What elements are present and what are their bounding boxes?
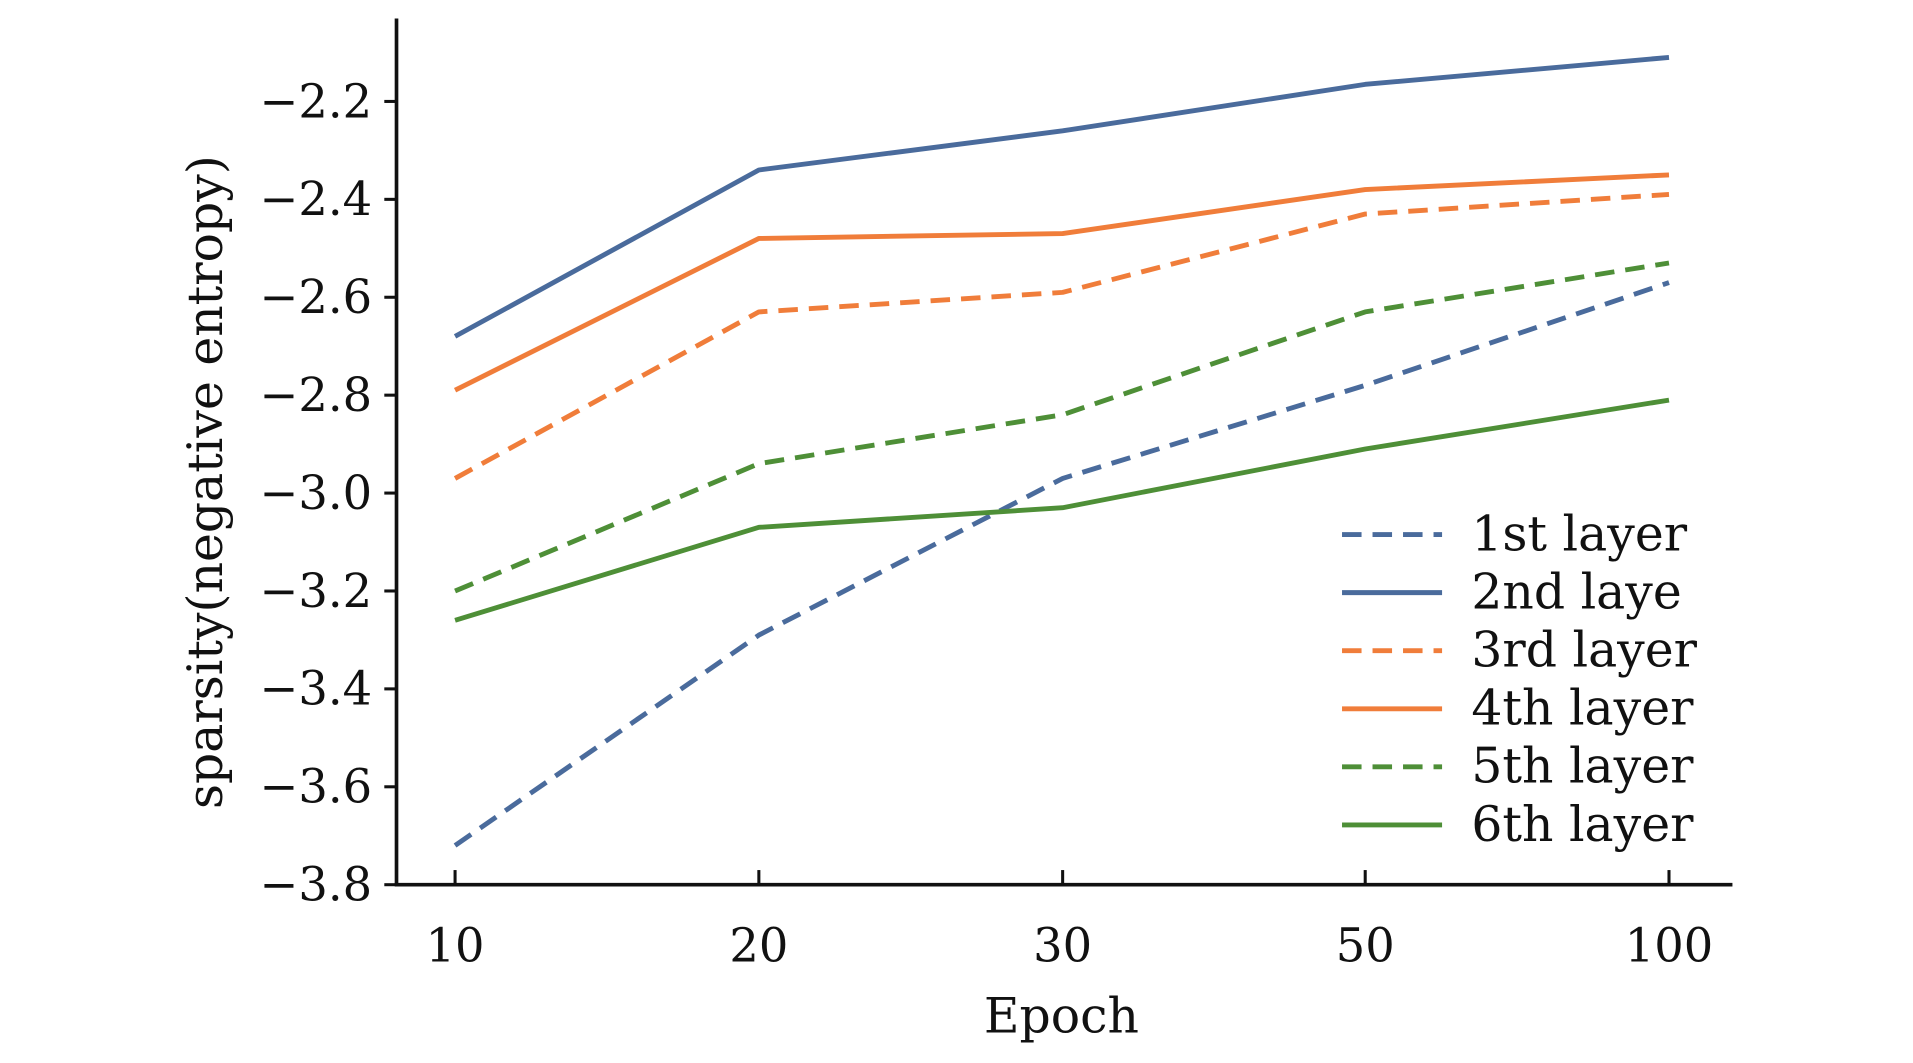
- series-line-1: [453, 280, 1670, 848]
- legend-label: 4th layer: [1471, 680, 1694, 737]
- series-line-3: [453, 191, 1670, 481]
- series-lines: [453, 54, 1670, 848]
- x-tick-label: 20: [729, 919, 788, 973]
- y-tick-label: −2.4: [260, 172, 373, 226]
- y-tick-label: −3.6: [260, 760, 373, 814]
- series-line-4: [453, 172, 1670, 393]
- x-tick-label: 50: [1336, 919, 1395, 973]
- x-tick-label: 100: [1625, 919, 1714, 973]
- legend-label: 2nd laye: [1471, 563, 1681, 620]
- series-line-6: [454, 397, 1670, 623]
- x-tick-label: 10: [426, 919, 485, 973]
- series-line-5: [454, 260, 1670, 594]
- y-tick-label: −3.4: [260, 662, 373, 716]
- y-axis-label: sparsity(negative entropy): [177, 155, 234, 809]
- y-tick-label: −3.0: [260, 466, 373, 520]
- x-axis-label: Epoch: [984, 987, 1139, 1044]
- y-tick-label: −3.2: [260, 564, 373, 618]
- legend-label: 1st layer: [1471, 505, 1687, 562]
- y-tick-label: −2.2: [260, 74, 373, 128]
- axes: −3.8 −3.6 −3.4 −3.2 −3.0 −2.8 −2.6 −2.4 −2.2 10 20…: [260, 18, 1733, 973]
- series-line-2: [453, 54, 1670, 339]
- legend-label: 5th layer: [1471, 738, 1694, 795]
- y-tick-label: −2.8: [260, 368, 373, 422]
- x-tick-label: 30: [1033, 919, 1092, 973]
- legend-label: 3rd layer: [1471, 622, 1697, 679]
- y-tick-label: −3.8: [260, 858, 373, 912]
- legend-label: 6th layer: [1471, 796, 1694, 853]
- y-tick-label: −2.6: [260, 270, 373, 324]
